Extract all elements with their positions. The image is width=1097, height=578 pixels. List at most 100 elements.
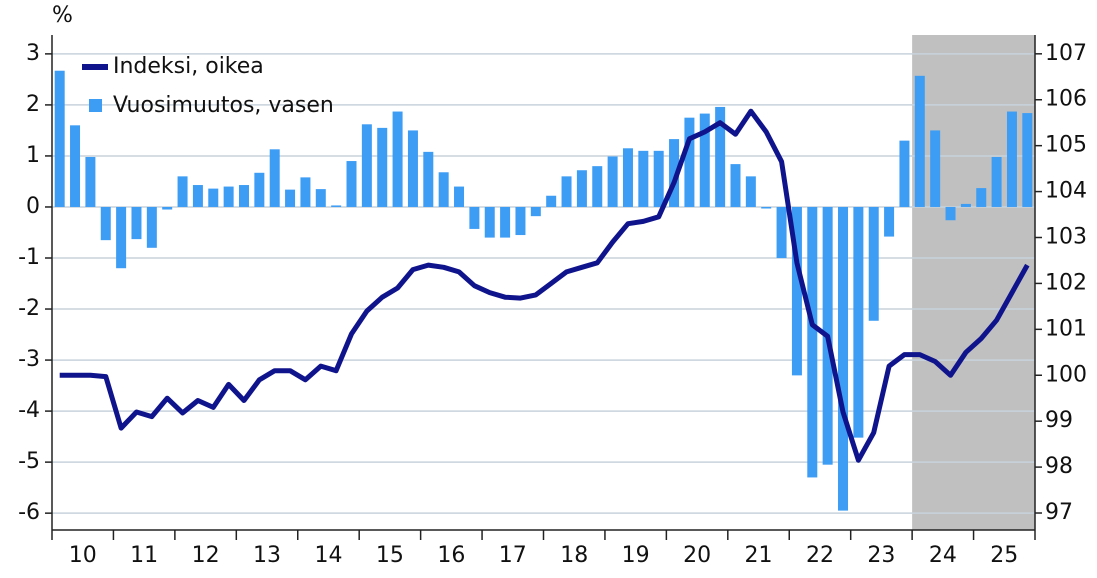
y2-tick-label: 97: [1045, 500, 1073, 525]
y2-tick-label: 107: [1045, 41, 1087, 66]
bar: [331, 205, 342, 207]
y-tick-label: -6: [18, 500, 40, 525]
y2-tick-label: 101: [1045, 316, 1087, 341]
bar: [177, 176, 188, 207]
bar: [960, 203, 971, 207]
bar: [576, 170, 587, 207]
bar: [484, 206, 495, 238]
bar: [208, 188, 219, 207]
bar: [361, 124, 372, 207]
bar: [607, 156, 618, 207]
bar: [131, 206, 142, 240]
x-tick-label: 21: [745, 543, 773, 568]
bar: [730, 164, 741, 207]
bar: [392, 111, 403, 207]
bar: [899, 140, 910, 207]
bar: [407, 130, 418, 207]
bar: [346, 161, 357, 207]
y2-tick-label: 105: [1045, 133, 1087, 158]
x-tick-label: 11: [130, 543, 158, 568]
bar: [684, 117, 695, 207]
bar: [500, 206, 511, 238]
bar: [223, 186, 234, 207]
bar: [622, 148, 633, 207]
bar: [238, 185, 249, 207]
y2-tick-label: 99: [1045, 408, 1073, 433]
bar: [914, 75, 925, 207]
bar: [791, 206, 802, 376]
y-axis-label: %: [52, 3, 73, 28]
bar: [116, 206, 127, 269]
x-tick-label: 24: [929, 543, 957, 568]
x-tick-label: 25: [990, 543, 1018, 568]
bar: [146, 206, 157, 248]
legend-label: Indeksi, oikea: [113, 54, 264, 79]
bar: [807, 206, 818, 478]
x-tick-label: 10: [69, 543, 97, 568]
bar: [561, 176, 572, 207]
bar: [315, 189, 326, 207]
x-tick-label: 14: [314, 543, 342, 568]
line: [59, 108, 1030, 463]
bar: [54, 70, 65, 207]
bar: [976, 188, 987, 207]
bar: [469, 206, 480, 229]
bar: [300, 177, 311, 207]
y2-tick-label: 103: [1045, 225, 1087, 250]
bar: [653, 150, 664, 207]
y2-tick-label: 106: [1045, 87, 1087, 112]
bar: [715, 106, 726, 207]
x-tick-label: 16: [437, 543, 465, 568]
bar: [285, 189, 296, 207]
y-tick-label: -4: [18, 398, 40, 423]
bar: [254, 172, 265, 207]
bar: [853, 206, 864, 438]
bar: [100, 206, 111, 241]
bar: [530, 206, 541, 217]
bar: [699, 113, 710, 207]
x-tick-label: 12: [192, 543, 220, 568]
x-tick-label: 15: [376, 543, 404, 568]
bar: [1006, 111, 1017, 207]
bar: [192, 185, 203, 207]
x-tick-label: 18: [560, 543, 588, 568]
y-tick-label: 1: [26, 143, 40, 168]
x-tick-label: 19: [622, 543, 650, 568]
bar: [776, 206, 787, 259]
bar: [85, 156, 96, 207]
y2-tick-label: 102: [1045, 270, 1087, 295]
y-tick-label: -1: [18, 245, 40, 270]
bar: [546, 195, 557, 207]
x-tick-label: 20: [683, 543, 711, 568]
bar: [515, 206, 526, 236]
y2-tick-label: 104: [1045, 179, 1087, 204]
bar: [592, 166, 603, 207]
bar: [1022, 113, 1033, 207]
bar: [70, 125, 81, 207]
legend-swatch: [89, 99, 102, 112]
bar: [991, 156, 1002, 207]
bar: [438, 172, 449, 207]
x-tick-label: 13: [253, 543, 281, 568]
y-tick-label: 2: [26, 92, 40, 117]
bar: [945, 206, 956, 221]
bar: [269, 149, 280, 207]
y-tick-label: -5: [18, 449, 40, 474]
bar: [162, 206, 173, 210]
y2-tick-label: 100: [1045, 362, 1087, 387]
x-tick-label: 17: [499, 543, 527, 568]
bar: [930, 130, 941, 207]
x-tick-label: 23: [867, 543, 895, 568]
y-tick-label: 0: [26, 194, 40, 219]
y-tick-label: -2: [18, 296, 40, 321]
bar: [884, 206, 895, 237]
bar: [761, 206, 772, 209]
x-tick-label: 22: [806, 543, 834, 568]
bar: [377, 127, 388, 207]
bar: [838, 206, 849, 511]
bar: [423, 151, 434, 207]
y-tick-label: -3: [18, 347, 40, 372]
bar: [745, 176, 756, 207]
